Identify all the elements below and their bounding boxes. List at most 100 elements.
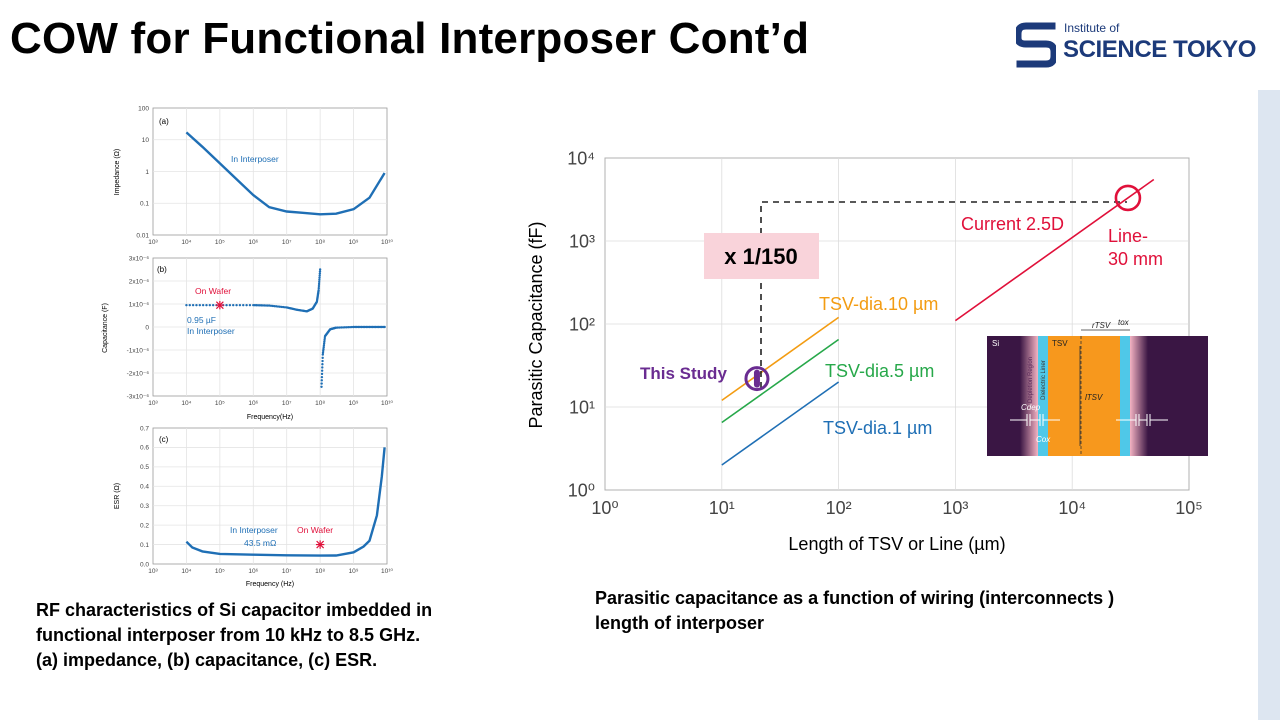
y-tick-label: 1x10⁻⁶ bbox=[129, 301, 150, 308]
caption-left-line: (a) impedance, (b) capacitance, (c) ESR. bbox=[36, 650, 378, 670]
y-tick-label: -3x10⁻⁶ bbox=[127, 393, 150, 400]
data-point bbox=[320, 375, 324, 379]
annotation-value: 0.95 µF bbox=[187, 315, 216, 325]
data-point bbox=[188, 303, 191, 307]
x-tick-label: 10⁶ bbox=[248, 239, 258, 246]
line-30mm-label-1: Line- bbox=[1108, 226, 1148, 246]
data-point bbox=[322, 346, 325, 349]
y-tick-label: 0.2 bbox=[140, 522, 149, 529]
series-line bbox=[185, 447, 386, 557]
x-tick-label: 10⁰ bbox=[591, 498, 618, 518]
data-point bbox=[317, 284, 321, 288]
series-label-tsv-1: TSV-dia.1 µm bbox=[823, 418, 932, 438]
x-tick-label: 10⁹ bbox=[349, 400, 359, 407]
y-tick-label: 10³ bbox=[569, 231, 595, 251]
caption-right: Parasitic capacitance as a function of w… bbox=[595, 586, 1245, 636]
y-tick-label: -2x10⁻⁶ bbox=[127, 370, 150, 377]
inset-label-ltsv: lTSV bbox=[1085, 393, 1103, 402]
y-tick-label: 10² bbox=[569, 314, 595, 334]
y-tick-label: 0 bbox=[145, 324, 149, 331]
x-tick-label: 10⁴ bbox=[1058, 498, 1086, 518]
data-point bbox=[248, 303, 252, 307]
data-point bbox=[321, 351, 325, 354]
data-point bbox=[269, 304, 273, 307]
data-point bbox=[321, 356, 324, 360]
data-point bbox=[185, 303, 188, 307]
data-point bbox=[343, 326, 347, 329]
plot-frame bbox=[152, 427, 388, 565]
data-point bbox=[318, 278, 321, 282]
data-point bbox=[320, 369, 324, 372]
x-tick-label: 10⁸ bbox=[315, 239, 325, 246]
data-point bbox=[318, 270, 322, 273]
line-30mm-label-2: 30 mm bbox=[1108, 249, 1163, 269]
x-tick-label: 10⁷ bbox=[282, 400, 292, 407]
tsv-cross-section-inset: Si Depletion Region Dielectric Liner TSV… bbox=[987, 318, 1208, 456]
on-wafer-marker-icon bbox=[215, 300, 225, 310]
data-point bbox=[334, 326, 338, 329]
data-point bbox=[348, 325, 352, 329]
data-point bbox=[320, 382, 323, 385]
data-point bbox=[225, 303, 228, 307]
on-wafer-marker-icon bbox=[315, 540, 325, 549]
y-axis-label: ESR (Ω) bbox=[114, 483, 121, 509]
data-point bbox=[318, 268, 322, 271]
data-point bbox=[340, 326, 343, 329]
series-line bbox=[721, 381, 840, 466]
annotation-value: 43.5 mΩ bbox=[244, 538, 276, 548]
series-label-tsv-5: TSV-dia.5 µm bbox=[825, 361, 934, 381]
x-tick-label: 10³ bbox=[148, 239, 158, 246]
inset-label-tox: tox bbox=[1118, 318, 1130, 327]
x-tick-label: 10⁵ bbox=[215, 568, 225, 575]
x-tick-label: 10⁷ bbox=[282, 239, 292, 246]
y-tick-label: 0.01 bbox=[136, 232, 149, 239]
marker-circle bbox=[1114, 184, 1142, 212]
data-point bbox=[201, 303, 205, 307]
y-axis-label: Impedance (Ω) bbox=[114, 149, 121, 195]
inset-label-liner: Dielectric Liner bbox=[1041, 360, 1047, 400]
marker-circle bbox=[744, 366, 770, 392]
data-point bbox=[323, 340, 326, 343]
panel-label: (a) bbox=[159, 117, 169, 126]
x-tick-label: 10⁴ bbox=[181, 400, 191, 407]
y-tick-label: 10⁰ bbox=[568, 480, 595, 500]
data-point bbox=[276, 305, 280, 308]
x-axis-label: Frequency(Hz) bbox=[247, 414, 293, 421]
data-point bbox=[320, 372, 324, 376]
x-tick-label: 10⁸ bbox=[315, 568, 325, 575]
y-tick-label: 0.1 bbox=[140, 201, 149, 208]
caption-right-line: Parasitic capacitance as a function of w… bbox=[595, 588, 1115, 608]
caption-left-line: functional interposer from 10 kHz to 8.5… bbox=[36, 625, 421, 645]
this-study-label: This Study bbox=[640, 364, 727, 383]
x-tick-label: 10¹⁰ bbox=[381, 400, 393, 407]
caption-left-line: RF characteristics of Si capacitor imbed… bbox=[36, 600, 433, 620]
x-tick-label: 10¹⁰ bbox=[381, 568, 393, 575]
data-point bbox=[191, 303, 195, 307]
x-tick-label: 10⁴ bbox=[181, 239, 191, 246]
x-tick-label: 10⁸ bbox=[315, 400, 325, 407]
data-point bbox=[235, 303, 238, 307]
data-point bbox=[283, 306, 287, 309]
data-point bbox=[317, 289, 320, 292]
data-point bbox=[317, 286, 320, 290]
annotation-in-interposer: In Interposer bbox=[187, 326, 235, 336]
y-tick-label: 0.4 bbox=[140, 484, 149, 491]
series-label-current-2-5d: Current 2.5D bbox=[961, 214, 1064, 234]
logo-text-big: SCIENCE TOKYO bbox=[1063, 36, 1257, 63]
data-point bbox=[350, 325, 354, 329]
data-point bbox=[322, 344, 326, 347]
this-study-marker-icon bbox=[744, 366, 770, 392]
caption-right-line: length of interposer bbox=[595, 613, 765, 633]
x-tick-label: 10³ bbox=[148, 568, 158, 575]
inset-label-si: Si bbox=[992, 339, 999, 348]
data-point bbox=[347, 326, 350, 329]
data-point bbox=[321, 363, 324, 366]
data-point bbox=[322, 347, 325, 351]
data-point bbox=[245, 303, 248, 307]
y-tick-label: 10 bbox=[142, 137, 150, 144]
data-point bbox=[273, 304, 276, 308]
data-point bbox=[345, 326, 348, 329]
data-point bbox=[341, 326, 345, 329]
data-point bbox=[322, 349, 325, 353]
line-30mm-marker-icon bbox=[1114, 184, 1142, 212]
